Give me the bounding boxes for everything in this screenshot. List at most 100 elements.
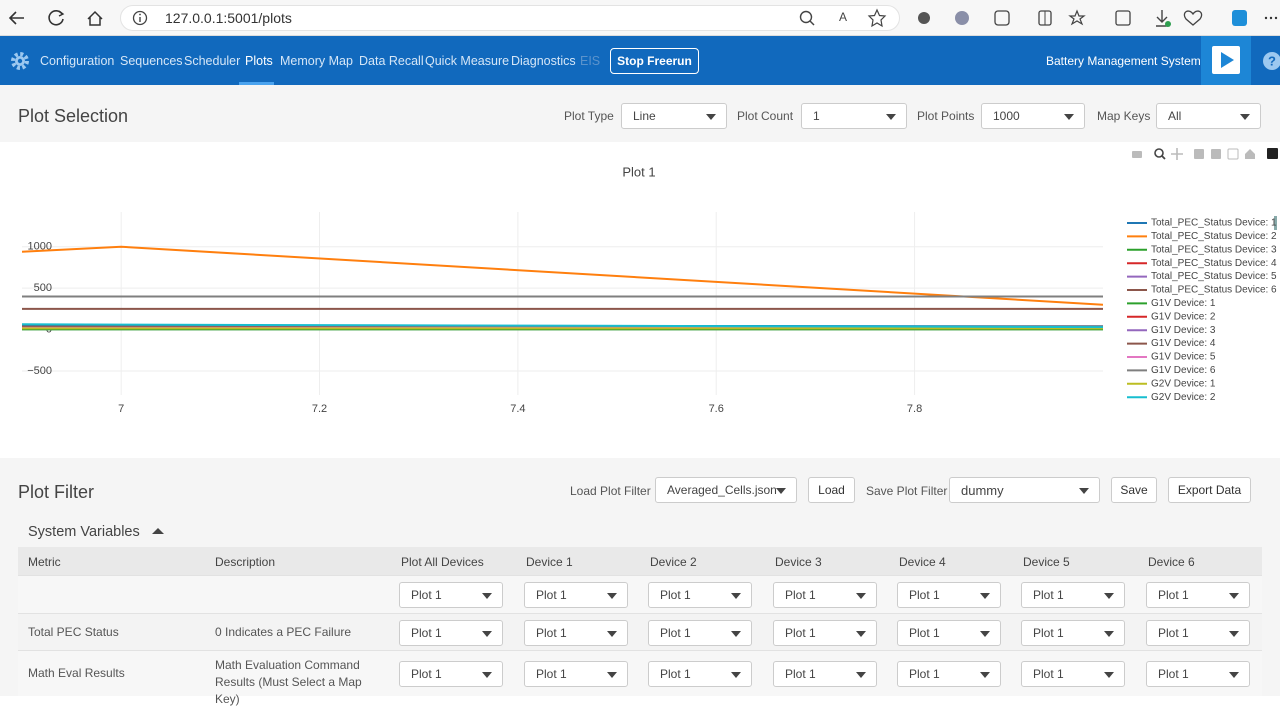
control-label: Plot Type (564, 109, 614, 123)
collapse-icon (150, 526, 166, 536)
x-tick-label: 7.6 (709, 403, 724, 415)
x-tick-label: 7 (118, 403, 124, 415)
group-title: System Variables (28, 524, 140, 540)
browser-toolbar: 127.0.0.1:5001/plots A (0, 0, 1280, 36)
column-header: Device 3 (775, 555, 822, 569)
table-row: Total PEC Status 0 Indicates a PEC Failur… (18, 613, 1262, 650)
section-title: Plot Selection (18, 106, 128, 127)
nav-link[interactable]: Diagnostics (511, 54, 576, 68)
help-icon[interactable]: ? (1262, 51, 1280, 71)
browser-extension-icons: A (795, 0, 1280, 36)
plot-select[interactable]: Plot 1 (399, 582, 503, 608)
table-row: Plot 1 Plot 1 Plot 1 Plot 1 Plot 1 Plot 1 Plot… (18, 575, 1262, 613)
plot-select[interactable]: Plot 1 (1021, 582, 1125, 608)
legend-label: G2V Device: 1 (1151, 378, 1216, 389)
x-tick-label: 7.8 (907, 403, 922, 415)
run-button[interactable] (1201, 36, 1251, 85)
load-button[interactable]: Load (808, 477, 855, 503)
metric-cell: Math Eval Results (28, 665, 125, 682)
nav-link[interactable]: Configuration (40, 54, 114, 68)
y-tick-label: −500 (27, 365, 52, 377)
stop-freerun-button[interactable]: Stop Freerun (610, 48, 699, 74)
save-input[interactable]: dummy (949, 477, 1100, 503)
group-toggle[interactable]: System Variables (28, 524, 166, 540)
nav-link[interactable]: Quick Measure (425, 54, 509, 68)
save-button[interactable]: Save (1111, 477, 1157, 503)
control-label: Plot Count (737, 109, 793, 123)
column-header: Metric (28, 555, 61, 569)
legend-label: G1V Device: 3 (1151, 325, 1216, 336)
plot-filter-panel: Plot Filter Load Plot Filter Averaged_Ce… (0, 458, 1280, 696)
control-select[interactable]: All (1156, 103, 1261, 129)
plot-select[interactable]: Plot 1 (1021, 661, 1125, 687)
legend-label: Total_PEC_Status Device: 6 (1151, 285, 1277, 296)
nav-link[interactable]: Scheduler (184, 54, 240, 68)
plot-select[interactable]: Plot 1 (773, 620, 877, 646)
control-select[interactable]: Line (621, 103, 727, 129)
legend-label: G1V Device: 1 (1151, 298, 1216, 309)
svg-text:?: ? (1268, 53, 1276, 68)
control-label: Plot Points (917, 109, 974, 123)
control-select[interactable]: 1 (801, 103, 907, 129)
nav-link[interactable]: EIS (580, 54, 600, 68)
column-header: Device 5 (1023, 555, 1070, 569)
column-header: Plot All Devices (401, 555, 484, 569)
legend-label: Total_PEC_Status Device: 5 (1151, 271, 1277, 282)
legend-label: G1V Device: 5 (1151, 352, 1216, 363)
description-cell: 0 Indicates a PEC Failure (215, 624, 375, 641)
legend-label: Total_PEC_Status Device: 3 (1151, 244, 1277, 255)
plot-select[interactable]: Plot 1 (524, 661, 628, 687)
load-label: Load Plot Filter (570, 484, 651, 498)
modebar (1132, 148, 1278, 160)
nav-link[interactable]: Data Recall (359, 54, 424, 68)
browser-nav-icons (0, 0, 120, 36)
legend-label: Total_PEC_Status Device: 4 (1151, 258, 1277, 269)
plot-select[interactable]: Plot 1 (1146, 620, 1250, 646)
legend-label: G1V Device: 6 (1151, 365, 1216, 376)
plot-select[interactable]: Plot 1 (1021, 620, 1125, 646)
plot-select[interactable]: Plot 1 (897, 620, 1001, 646)
plot-select[interactable]: Plot 1 (648, 661, 752, 687)
nav-link[interactable]: Memory Map (280, 54, 353, 68)
settings-icon[interactable] (9, 50, 31, 72)
nav-link[interactable]: Plots (245, 54, 273, 68)
x-tick-label: 7.2 (312, 403, 327, 415)
plot-select[interactable]: Plot 1 (524, 620, 628, 646)
plot-select[interactable]: Plot 1 (648, 620, 752, 646)
nav-link[interactable]: Sequences (120, 54, 183, 68)
section-title: Plot Filter (18, 482, 94, 503)
info-icon (130, 8, 150, 28)
column-header: Device 6 (1148, 555, 1195, 569)
load-select[interactable]: Averaged_Cells.json (655, 477, 797, 503)
export-button[interactable]: Export Data (1168, 477, 1251, 503)
plot-select[interactable]: Plot 1 (773, 661, 877, 687)
description-cell: Math Evaluation Command Results (Must Se… (215, 657, 375, 708)
plot-select[interactable]: Plot 1 (773, 582, 877, 608)
plot-select[interactable]: Plot 1 (399, 620, 503, 646)
plot-select[interactable]: Plot 1 (1146, 582, 1250, 608)
x-tick-label: 7.4 (510, 403, 525, 415)
control-label: Map Keys (1097, 109, 1150, 123)
legend-label: Total_PEC_Status Device: 1 (1151, 218, 1277, 229)
y-tick-label: 500 (34, 282, 52, 294)
svg-text:A: A (839, 10, 847, 24)
address-bar[interactable]: 127.0.0.1:5001/plots (120, 5, 900, 31)
chart-title: Plot 1 (622, 164, 655, 179)
legend-label: G1V Device: 2 (1151, 311, 1216, 322)
column-header: Description (215, 555, 275, 569)
legend-label: G2V Device: 2 (1151, 392, 1216, 403)
column-header: Device 1 (526, 555, 573, 569)
plot-select[interactable]: Plot 1 (399, 661, 503, 687)
plot-select[interactable]: Plot 1 (897, 661, 1001, 687)
plot-select[interactable]: Plot 1 (897, 582, 1001, 608)
save-input-text: dummy (961, 483, 1004, 498)
plot-select[interactable]: Plot 1 (648, 582, 752, 608)
plot-select[interactable]: Plot 1 (524, 582, 628, 608)
variables-table: Metric Description Plot All Devices Device … (18, 547, 1262, 696)
control-select[interactable]: 1000 (981, 103, 1085, 129)
plot-select[interactable]: Plot 1 (1146, 661, 1250, 687)
metric-cell: Total PEC Status (28, 624, 119, 641)
